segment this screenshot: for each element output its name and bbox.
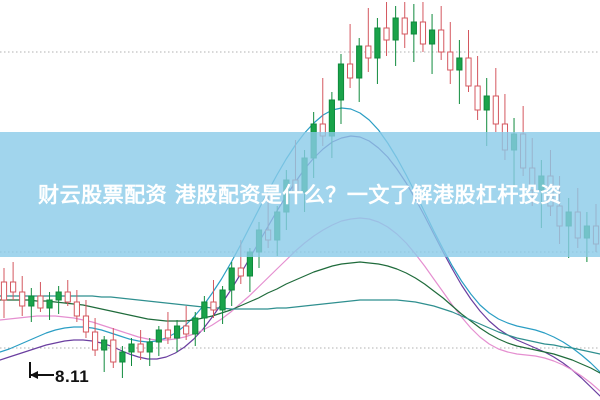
title-overlay-band: 财云股票配资 港股配资是什么？一文了解港股杠杆投资 — [0, 132, 600, 257]
page-title: 财云股票配资 港股配资是什么？一文了解港股杠杆投资 — [38, 182, 562, 207]
annotation-arrow-icon — [29, 362, 54, 379]
price-annotation-label: 8.11 — [55, 367, 90, 386]
